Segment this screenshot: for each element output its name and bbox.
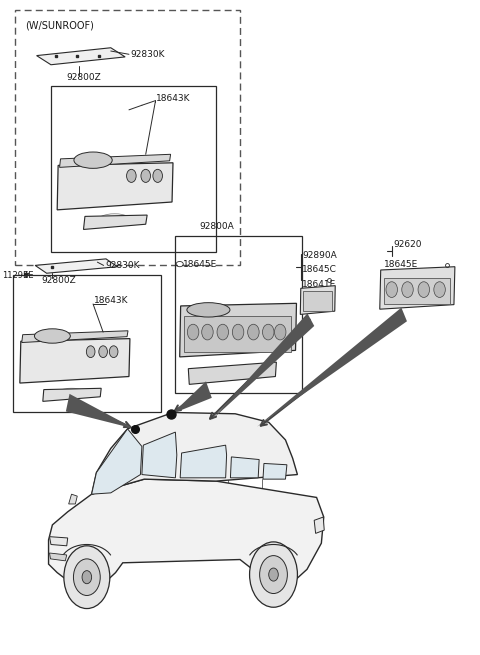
Text: 92830K: 92830K: [105, 261, 140, 270]
Circle shape: [109, 346, 118, 358]
Polygon shape: [300, 286, 335, 314]
Polygon shape: [230, 457, 259, 478]
Text: 92800Z: 92800Z: [67, 73, 101, 83]
Polygon shape: [142, 432, 177, 478]
Polygon shape: [180, 445, 227, 478]
Polygon shape: [380, 267, 455, 309]
Polygon shape: [66, 394, 135, 429]
Circle shape: [275, 324, 286, 340]
Circle shape: [402, 282, 413, 297]
Bar: [51, 86, 216, 252]
Circle shape: [187, 324, 199, 340]
Circle shape: [141, 170, 151, 182]
Text: 1129EE: 1129EE: [2, 271, 34, 280]
Polygon shape: [49, 553, 67, 561]
Polygon shape: [36, 48, 125, 65]
Circle shape: [73, 559, 100, 595]
Text: 92890A: 92890A: [302, 251, 337, 260]
Polygon shape: [314, 517, 324, 533]
Polygon shape: [188, 362, 276, 384]
Circle shape: [127, 170, 136, 182]
Text: 92620: 92620: [393, 240, 421, 249]
Bar: [175, 236, 302, 393]
Polygon shape: [257, 308, 407, 427]
Polygon shape: [84, 215, 147, 229]
Text: 18645C: 18645C: [302, 265, 337, 274]
Text: (W/SUNROOF): (W/SUNROOF): [24, 20, 94, 30]
Circle shape: [86, 346, 95, 358]
Polygon shape: [92, 429, 142, 494]
Polygon shape: [48, 479, 324, 586]
Text: 18643K: 18643K: [94, 295, 129, 305]
Circle shape: [153, 170, 162, 182]
Circle shape: [386, 282, 397, 297]
Polygon shape: [92, 413, 298, 494]
Ellipse shape: [74, 152, 112, 168]
Bar: [15, 10, 240, 265]
Circle shape: [418, 282, 430, 297]
Bar: [384, 278, 450, 304]
Circle shape: [82, 571, 92, 584]
Circle shape: [217, 324, 228, 340]
Text: 92830K: 92830K: [130, 50, 165, 59]
Polygon shape: [49, 536, 68, 546]
Polygon shape: [43, 388, 101, 402]
Circle shape: [269, 568, 278, 581]
Bar: [12, 275, 161, 413]
Bar: [303, 291, 332, 310]
Ellipse shape: [187, 303, 230, 317]
Circle shape: [263, 324, 274, 340]
Circle shape: [434, 282, 445, 297]
Circle shape: [232, 324, 244, 340]
Text: 18643K: 18643K: [156, 94, 191, 103]
Polygon shape: [263, 464, 287, 479]
Polygon shape: [172, 381, 212, 414]
Polygon shape: [211, 313, 314, 421]
Text: 92800Z: 92800Z: [41, 276, 76, 285]
Polygon shape: [57, 163, 173, 210]
Circle shape: [260, 555, 288, 593]
Bar: [183, 316, 291, 352]
Text: 18645E: 18645E: [384, 259, 418, 269]
Polygon shape: [180, 303, 297, 357]
Polygon shape: [35, 259, 118, 273]
Polygon shape: [69, 494, 77, 504]
Polygon shape: [60, 155, 170, 168]
Polygon shape: [22, 331, 128, 343]
Text: 92800A: 92800A: [199, 221, 234, 231]
Text: 18645E: 18645E: [182, 260, 217, 269]
Circle shape: [64, 546, 110, 608]
Circle shape: [202, 324, 213, 340]
Circle shape: [99, 346, 108, 358]
Text: 18641E: 18641E: [302, 280, 336, 289]
Ellipse shape: [35, 329, 71, 343]
Polygon shape: [20, 339, 130, 383]
Circle shape: [248, 324, 259, 340]
Circle shape: [250, 542, 298, 607]
